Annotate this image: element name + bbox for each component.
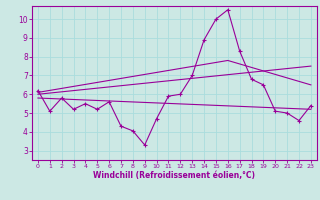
X-axis label: Windchill (Refroidissement éolien,°C): Windchill (Refroidissement éolien,°C) (93, 171, 255, 180)
